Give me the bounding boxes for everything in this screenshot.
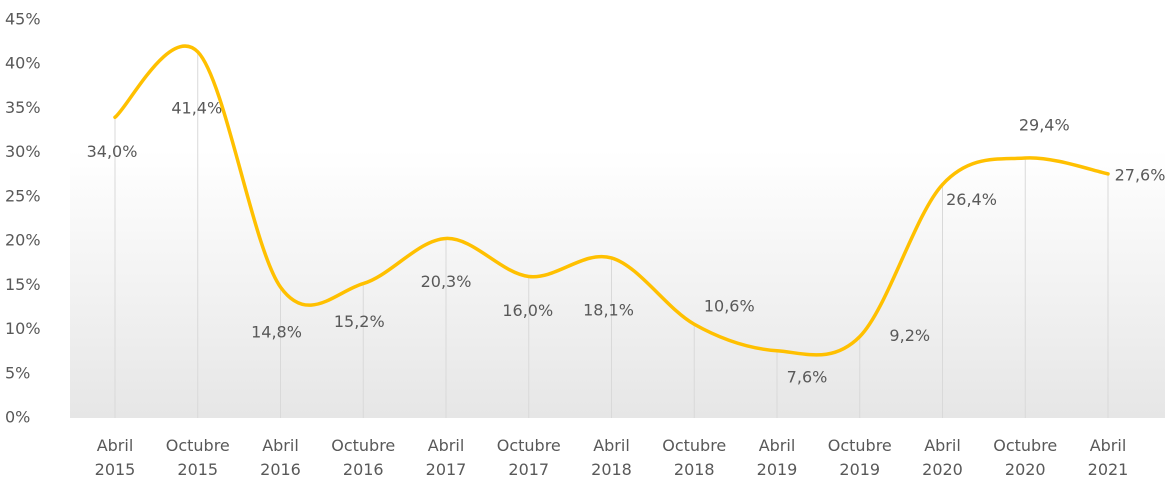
data-label: 7,6% xyxy=(787,367,828,386)
data-label: 16,0% xyxy=(502,301,553,320)
chart: 0% 5% 10% 15% 20% 25% 30% 35% 40% 45% 34,0% 41,4% 14… xyxy=(5,10,1166,427)
data-label: 14,8% xyxy=(251,323,302,342)
y-tick-label: 35% xyxy=(5,98,41,117)
line xyxy=(113,44,1110,357)
y-tick-label: 25% xyxy=(5,186,41,205)
x-tick-label: Octubre 2017 xyxy=(496,436,561,479)
y-tick-label: 30% xyxy=(5,142,41,161)
x-tick-label: Abril 2015 xyxy=(94,436,136,479)
x-tick-label: Abril 2020 xyxy=(922,436,963,479)
x-tick-label: Octubre 2020 xyxy=(993,436,1058,479)
data-label: 9,2% xyxy=(889,326,930,345)
data-label: 10,6% xyxy=(704,297,755,316)
x-tick-label: Octubre 2015 xyxy=(165,436,230,479)
y-tick-label: 20% xyxy=(5,231,41,250)
y-tick-label: 5% xyxy=(5,363,30,382)
y-tick-label: 40% xyxy=(5,54,41,73)
x-tick-label: Abril 2017 xyxy=(425,436,467,479)
x-tick-label: Octubre 2019 xyxy=(827,436,892,479)
x-tick-label: Abril 2016 xyxy=(260,436,301,479)
plot-background xyxy=(70,150,1165,418)
x-tick-label: Octubre 2016 xyxy=(331,436,396,479)
data-label: 29,4% xyxy=(1019,115,1070,134)
data-label: 15,2% xyxy=(334,312,385,331)
data-label: 27,6% xyxy=(1115,165,1166,184)
y-tick-label: 15% xyxy=(5,275,41,294)
y-tick-label: 10% xyxy=(5,319,41,338)
data-label: 41,4% xyxy=(171,98,222,117)
data-label: 34,0% xyxy=(87,142,138,161)
data-label: 20,3% xyxy=(421,272,472,291)
y-tick-label: 0% xyxy=(5,408,30,427)
data-label: 26,4% xyxy=(946,190,997,209)
x-tick-label: Abril 2019 xyxy=(756,436,798,479)
x-tick-label: Abril 2018 xyxy=(591,436,632,479)
x-tick-label: Abril 2021 xyxy=(1087,436,1129,479)
y-tick-label: 45% xyxy=(5,10,41,29)
data-label: 18,1% xyxy=(583,300,634,319)
x-tick-label: Octubre 2018 xyxy=(662,436,727,479)
